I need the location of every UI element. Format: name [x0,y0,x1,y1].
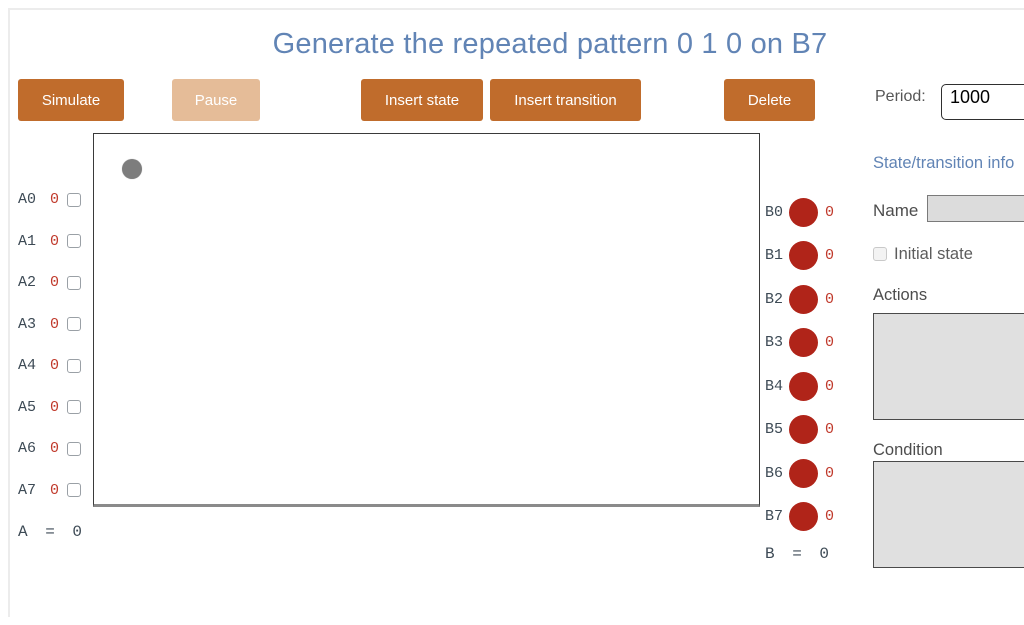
output-row-b7: B7 0 [765,502,835,532]
output-label: B7 [765,508,784,525]
input-value: 0 [50,232,60,250]
simulate-button[interactable]: Simulate [18,79,124,121]
output-value: 0 [825,203,835,221]
input-row-a1: A1 0 [18,233,82,250]
output-label: B0 [765,203,784,221]
output-label: B2 [765,290,784,308]
output-value: 0 [825,464,835,482]
input-row-a7: A7 0 [18,482,82,499]
input-label: A3 [18,315,37,333]
output-label: B4 [765,377,784,395]
input-value: 0 [50,481,60,499]
input-checkbox-a5[interactable] [67,400,81,414]
condition-label: Condition [873,441,943,459]
output-row-b6: B6 0 [765,458,835,488]
output-label: B6 [765,464,784,482]
actions-textarea[interactable] [873,313,1024,420]
output-row-b2: B2 0 [765,284,835,314]
input-row-a2: A2 0 [18,274,82,291]
name-label: Name [873,201,919,220]
input-checkbox-a6[interactable] [67,441,81,456]
insert-state-button[interactable]: Insert state [361,79,483,121]
output-row-b1: B1 0 [765,241,835,271]
name-input[interactable] [927,195,1024,222]
delete-button[interactable]: Delete [724,79,815,121]
input-checkbox-a1[interactable] [67,234,81,248]
output-row-b3: B3 0 [765,328,835,358]
input-label: A7 [18,481,37,499]
period-label: Period: [875,88,926,105]
input-label: A6 [18,440,37,457]
page-title: Generate the repeated pattern 0 1 0 on B… [272,28,828,60]
output-row-b4: B4 0 [765,371,835,401]
output-value: 0 [825,290,835,308]
input-value: 0 [50,315,60,333]
input-checkbox-a4[interactable] [67,358,81,373]
input-checkbox-a0[interactable] [67,192,81,207]
initial-state-label: Initial state [894,245,973,263]
output-bus-value: B = 0 [765,545,830,563]
input-label: A5 [18,398,37,416]
input-column-a: A0 0 A1 0 A2 0 A3 0 A4 0 A5 0 [18,191,83,541]
output-row-b5: B5 0 [765,415,835,445]
input-value: 0 [50,398,60,416]
input-row-a0: A0 0 [18,191,82,208]
led-b5 [789,415,818,444]
output-value: 0 [825,247,835,264]
output-column-b: B0 0 B1 0 B2 0 B3 0 B4 0 B5 0 [765,197,835,563]
input-bus-value: A = 0 [18,523,83,541]
input-label: A2 [18,274,37,291]
input-value: 0 [50,191,60,208]
condition-textarea[interactable] [873,461,1024,568]
input-checkbox-a2[interactable] [67,275,81,290]
output-value: 0 [825,334,835,351]
period-input[interactable] [941,84,1024,120]
output-value: 0 [825,377,835,395]
insert-transition-button[interactable]: Insert transition [490,79,641,121]
led-b4 [789,371,818,401]
state-node[interactable] [122,159,142,179]
output-row-b0: B0 0 [765,197,835,227]
led-b2 [789,284,818,314]
input-label: A1 [18,232,37,250]
input-checkbox-a3[interactable] [67,317,81,331]
output-label: B5 [765,421,784,438]
input-row-a5: A5 0 [18,399,82,416]
initial-state-checkbox[interactable] [873,247,887,261]
input-checkbox-a7[interactable] [67,483,81,497]
led-b1 [789,241,818,270]
output-value: 0 [825,508,835,525]
led-b7 [789,502,818,531]
input-label: A0 [18,191,37,208]
input-row-a4: A4 0 [18,357,82,374]
input-label: A4 [18,357,37,374]
output-value: 0 [825,421,835,438]
state-machine-canvas[interactable] [93,133,760,507]
input-row-a6: A6 0 [18,440,82,457]
output-label: B3 [765,334,784,351]
led-b6 [789,458,818,488]
led-b3 [789,328,818,357]
input-row-a3: A3 0 [18,316,82,333]
actions-label: Actions [873,286,928,304]
input-value: 0 [50,440,60,457]
led-b0 [789,197,818,227]
input-value: 0 [50,357,60,374]
state-transition-info-heading: State/transition info [873,154,1015,172]
pause-button[interactable]: Pause [172,79,260,121]
input-value: 0 [50,274,60,291]
output-label: B1 [765,247,784,264]
